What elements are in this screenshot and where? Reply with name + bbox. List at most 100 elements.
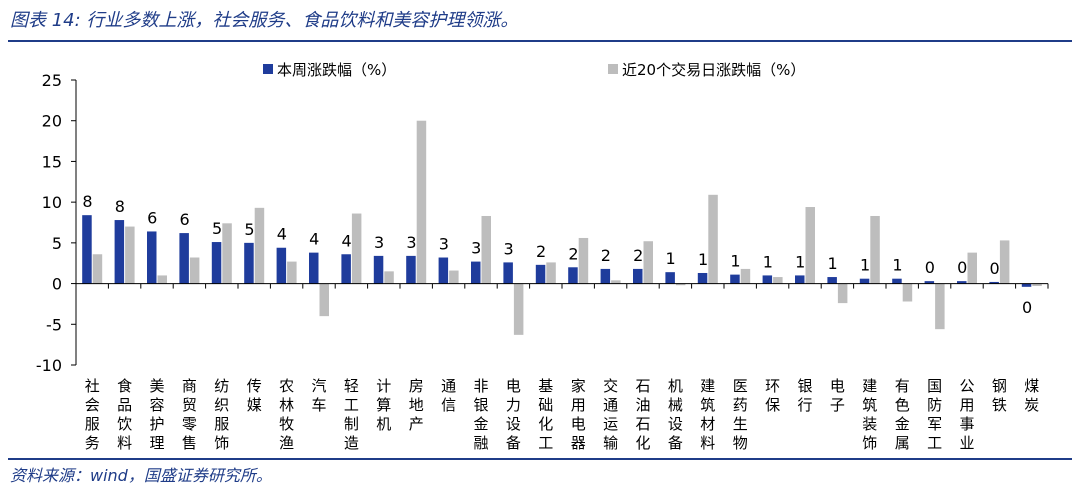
bar-weekly — [373, 255, 384, 284]
data-label: 0 — [957, 258, 967, 277]
data-label: 1 — [763, 252, 773, 271]
bar-weekly — [438, 257, 449, 284]
legend-swatch — [608, 64, 618, 74]
bar-20day — [935, 283, 945, 330]
bar-20day — [189, 257, 200, 284]
y-tick-label: 10 — [42, 193, 62, 212]
bar-20day — [92, 254, 103, 284]
data-label: 4 — [309, 230, 319, 249]
source-note: 资料来源：wind，国盛证券研究所。 — [10, 466, 272, 485]
category-label: 银行 — [797, 377, 812, 414]
bar-20day — [254, 207, 265, 284]
y-tick-label: 25 — [42, 71, 62, 90]
bar-weekly — [600, 268, 611, 284]
title-rule — [8, 40, 1072, 42]
category-label: 家用电器 — [571, 377, 586, 452]
y-tick-label: 20 — [42, 112, 62, 131]
category-label: 社会服务 — [85, 377, 100, 452]
data-label: 0 — [1022, 298, 1032, 317]
bar-weekly — [924, 281, 935, 284]
bar-weekly — [762, 275, 773, 284]
data-label: 2 — [601, 246, 611, 265]
category-label: 国防军工 — [927, 377, 942, 452]
data-label: 0 — [990, 259, 1000, 278]
bar-weekly — [309, 252, 319, 284]
category-label: 汽车 — [311, 377, 326, 414]
data-label: 8 — [82, 192, 92, 211]
bar-weekly — [276, 247, 287, 284]
data-label: 5 — [212, 219, 222, 238]
data-label: 4 — [342, 231, 352, 250]
data-label: 1 — [860, 256, 870, 275]
bar-20day — [157, 275, 167, 284]
bar-weekly — [795, 275, 805, 284]
y-axis: -10 -5 0 5 10 15 20 25 — [36, 71, 77, 375]
bar-20day — [449, 270, 459, 284]
source-rule — [8, 458, 1072, 460]
chart-legend: 本周涨跌幅（%） 近20个交易日涨跌幅（%） — [263, 61, 805, 79]
series-weekly-bars — [82, 215, 1032, 287]
bar-20day — [902, 283, 913, 302]
bar-weekly — [211, 242, 222, 284]
data-label: 1 — [828, 254, 838, 273]
bar-weekly — [697, 272, 708, 284]
category-label: 电力设备 — [506, 377, 521, 452]
category-label: 美容护理 — [149, 377, 164, 452]
data-label: 1 — [730, 252, 740, 271]
bar-weekly — [957, 281, 967, 284]
figure-title: 图表 14: 行业多数上涨，社会服务、食品饮料和美容护理领涨。 — [10, 10, 519, 31]
bar-20day — [481, 215, 491, 284]
bar-weekly — [114, 220, 125, 284]
data-label: 1 — [795, 252, 805, 271]
data-label: 2 — [633, 246, 643, 265]
category-label: 建筑装饰 — [862, 377, 877, 452]
bar-20day — [125, 226, 135, 284]
bar-20day — [740, 268, 751, 284]
bar-weekly — [341, 254, 351, 284]
y-tick-label: 0 — [52, 275, 62, 294]
bar-weekly — [406, 255, 416, 284]
category-label: 商贸零售 — [182, 377, 197, 452]
category-label: 基础化工 — [538, 377, 553, 452]
category-label: 煤炭 — [1024, 377, 1039, 414]
bar-20day — [675, 283, 686, 286]
data-label: 8 — [115, 197, 125, 216]
bar-20day — [384, 271, 394, 284]
bar-20day — [773, 277, 783, 284]
bar-20day — [837, 283, 848, 304]
category-labels: 社会服务 食品饮料 美容护理 商贸零售 纺织服饰 传媒 农林牧渔 汽车 轻工制造 计算机 房地产 通信… — [85, 377, 1040, 452]
bar-20day — [999, 240, 1010, 284]
data-label: 1 — [666, 249, 676, 268]
bar-weekly — [633, 268, 643, 284]
category-label: 食品饮料 — [117, 377, 132, 452]
category-label: 环保 — [765, 377, 780, 414]
data-label: 6 — [147, 208, 157, 227]
bar-20day — [416, 120, 427, 284]
bar-20day — [319, 283, 329, 317]
bar-weekly — [535, 264, 546, 284]
data-label: 6 — [180, 210, 190, 229]
category-label: 轻工制造 — [344, 377, 359, 452]
bar-weekly — [147, 231, 157, 284]
data-label: 5 — [244, 220, 254, 239]
data-label: 2 — [536, 242, 546, 261]
bar-20day — [611, 280, 621, 284]
bar-20day — [287, 261, 297, 284]
category-label: 房地产 — [409, 377, 424, 433]
category-label: 纺织服饰 — [214, 377, 229, 452]
bar-20day — [708, 194, 718, 284]
category-label: 传媒 — [247, 377, 262, 414]
y-tick-label: -10 — [36, 356, 62, 375]
bar-weekly — [503, 262, 513, 284]
category-label: 石油石化 — [635, 377, 650, 452]
legend-label: 本周涨跌幅（%） — [277, 61, 396, 79]
category-label: 公用事业 — [959, 377, 974, 452]
bar-weekly — [827, 277, 837, 284]
x-axis — [75, 283, 1049, 289]
category-label: 非银金融 — [473, 377, 488, 452]
series-20day-bars — [92, 120, 1042, 335]
bar-weekly — [471, 261, 481, 284]
bar-20day — [1032, 283, 1042, 287]
bar-20day — [805, 207, 815, 284]
